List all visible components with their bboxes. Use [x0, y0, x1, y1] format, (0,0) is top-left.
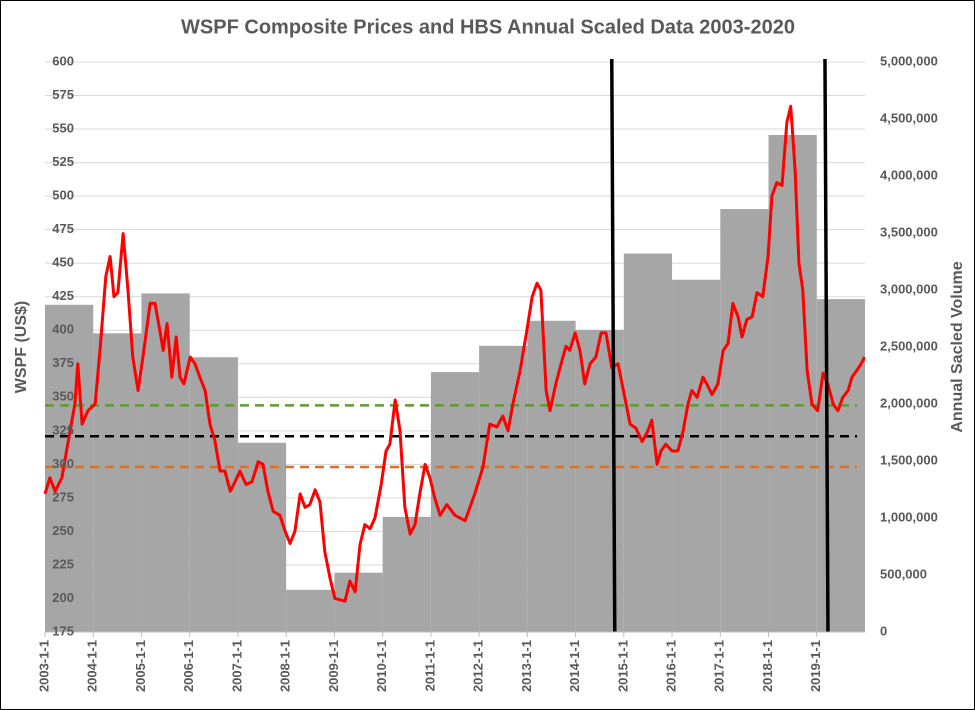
- y-tick-label: 575: [52, 87, 74, 102]
- y-tick-label: 450: [52, 255, 74, 270]
- y2-tick-label: 5,000,000: [880, 53, 938, 68]
- y-tick-label: 325: [52, 422, 74, 437]
- x-tick-label: 2015-1-1: [615, 640, 630, 692]
- x-tick-label: 2019-1-1: [808, 640, 823, 692]
- y2-tick-label: 3,000,000: [880, 281, 938, 296]
- x-tick-label: 2004-1-1: [85, 640, 100, 692]
- volume-step: [672, 279, 721, 632]
- y-tick-label: 225: [52, 556, 74, 571]
- x-tick-label: 2016-1-1: [663, 640, 678, 692]
- x-tick-label: 2010-1-1: [374, 640, 389, 692]
- y2-tick-label: 2,500,000: [880, 338, 938, 353]
- x-tick-label: 2011-1-1: [422, 640, 437, 691]
- x-tick-label: 2014-1-1: [567, 640, 582, 692]
- y2-tick-label: 3,500,000: [880, 224, 938, 239]
- y2-tick-label: 2,000,000: [880, 395, 938, 410]
- volume-step: [286, 589, 335, 632]
- y-tick-label: 550: [52, 120, 74, 135]
- x-tick-label: 2003-1-1: [36, 640, 51, 692]
- y2-tick-label: 1,500,000: [880, 452, 938, 467]
- volume-step: [816, 299, 865, 632]
- y-tick-label: 350: [52, 389, 74, 404]
- y-tick-label: 525: [52, 154, 74, 169]
- volume-step: [141, 293, 190, 632]
- y-tick-label: 600: [52, 53, 74, 68]
- volume-step: [237, 442, 287, 632]
- y-tick-label: 275: [52, 489, 74, 504]
- x-tick-label: 2005-1-1: [133, 640, 148, 692]
- x-tick-label: 2017-1-1: [712, 640, 727, 692]
- y-tick-label: 300: [52, 456, 74, 471]
- y-tick-label: 425: [52, 288, 74, 303]
- y-tick-label: 250: [52, 523, 74, 538]
- y-axis-title: WSPF (US$): [13, 301, 30, 393]
- price-line: [43, 104, 866, 603]
- y2-tick-label: 4,500,000: [880, 110, 938, 125]
- marker-line: [610, 58, 617, 633]
- x-tick-label: 2018-1-1: [760, 640, 775, 692]
- volume-step: [45, 304, 94, 632]
- volume-step: [93, 333, 142, 632]
- y-tick-label: 500: [52, 188, 74, 203]
- volume-step: [382, 516, 431, 632]
- y-tick-label: 175: [52, 623, 74, 638]
- volume-step: [527, 320, 576, 632]
- x-tick-label: 2008-1-1: [278, 640, 293, 692]
- y2-tick-label: 0: [880, 623, 887, 638]
- y2-tick-label: 1,000,000: [880, 509, 938, 524]
- volume-step: [334, 572, 383, 632]
- chart-title: WSPF Composite Prices and HBS Annual Sca…: [181, 16, 795, 38]
- x-tick-label: 2013-1-1: [519, 640, 534, 692]
- marker-line: [823, 58, 830, 633]
- volume-step: [623, 253, 673, 632]
- x-tick-label: 2007-1-1: [229, 640, 244, 692]
- y-tick-label: 475: [52, 221, 74, 236]
- y-tick-label: 200: [52, 590, 74, 605]
- volume-step: [720, 209, 769, 632]
- x-tick-label: 2009-1-1: [326, 640, 341, 692]
- y-tick-label: 400: [52, 322, 74, 337]
- volume-step: [479, 345, 528, 632]
- y-tick-label: 375: [52, 355, 74, 370]
- y2-tick-label: 500,000: [880, 566, 927, 581]
- y2-axis-title: Annual Sacled Volume: [949, 261, 966, 432]
- volume-step: [189, 357, 238, 632]
- x-tick-label: 2006-1-1: [181, 640, 196, 692]
- x-tick-label: 2012-1-1: [471, 640, 486, 692]
- y2-tick-label: 4,000,000: [880, 167, 938, 182]
